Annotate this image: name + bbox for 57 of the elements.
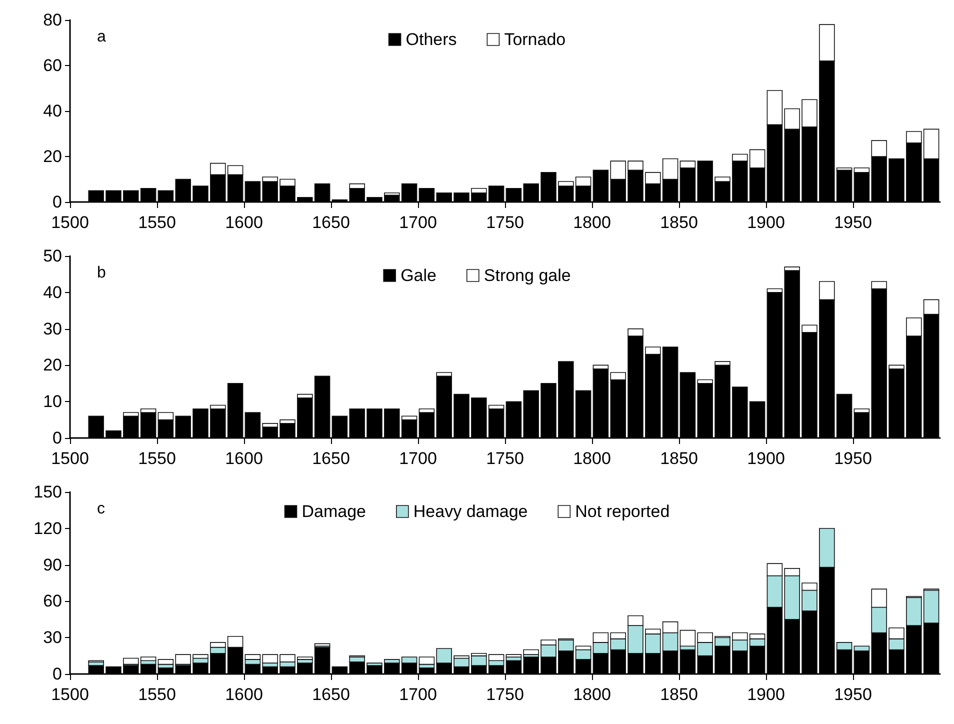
y-tick-label: 30 [43, 319, 62, 338]
x-tick-label: 1800 [573, 685, 611, 704]
y-tick-label: 10 [43, 392, 62, 412]
x-tick-label: 1800 [573, 449, 611, 468]
x-tick-label: 1500 [51, 449, 89, 468]
legend-label: Not reported [575, 502, 670, 521]
x-tick-label: 1850 [660, 213, 698, 232]
y-tick-label: 40 [43, 102, 62, 120]
y-tick-label: 30 [43, 628, 62, 648]
legend-label: Damage [302, 502, 366, 521]
x-tick-label: 1500 [51, 213, 89, 232]
y-tick-label: 120 [34, 518, 62, 538]
x-tick-label: 1650 [312, 449, 350, 468]
y-tick-label: 0 [52, 428, 62, 448]
y-tick-label: 20 [43, 147, 62, 166]
y-tick-label: 80 [43, 10, 62, 30]
x-tick-label: 1550 [138, 213, 176, 232]
x-tick-label: 1900 [747, 685, 785, 704]
x-tick-label: 1750 [486, 449, 524, 468]
x-tick-label: 1950 [834, 449, 872, 468]
x-tick-label: 1700 [399, 213, 437, 232]
x-tick-label: 1650 [312, 213, 350, 232]
x-tick-label: 1850 [660, 449, 698, 468]
y-tick-label: 0 [52, 192, 62, 212]
legend-label: Others [406, 30, 457, 49]
x-tick-label: 1900 [747, 449, 785, 468]
x-tick-label: 1800 [573, 213, 611, 232]
legend-label: Gale [400, 266, 436, 285]
text: b [97, 264, 106, 282]
text: c [97, 500, 105, 518]
y-tick-label: 60 [43, 56, 62, 75]
x-tick-label: 1550 [138, 685, 176, 704]
y-tick-label: 60 [43, 592, 62, 611]
legend-label: Strong gale [484, 266, 571, 285]
x-tick-label: 1550 [138, 449, 176, 468]
x-tick-label: 1750 [486, 685, 524, 704]
y-tick-label: 150 [34, 482, 62, 502]
text: a [97, 28, 106, 46]
x-tick-label: 1600 [225, 685, 263, 704]
x-tick-label: 1900 [747, 213, 785, 232]
x-tick-label: 1700 [399, 449, 437, 468]
y-tick-label: 40 [43, 282, 62, 302]
x-tick-label: 1950 [834, 213, 872, 232]
x-tick-label: 1750 [486, 213, 524, 232]
x-tick-label: 1950 [834, 685, 872, 704]
x-tick-label: 1500 [51, 685, 89, 704]
x-tick-label: 1700 [399, 685, 437, 704]
x-tick-label: 1600 [225, 449, 263, 468]
y-tick-label: 20 [43, 356, 62, 375]
y-tick-label: 0 [52, 664, 62, 684]
x-tick-label: 1650 [312, 685, 350, 704]
legend-label: Heavy damage [413, 502, 528, 521]
y-tick-label: 50 [43, 246, 62, 266]
y-tick-label: 90 [43, 555, 62, 574]
x-tick-label: 1600 [225, 213, 263, 232]
x-tick-label: 1850 [660, 685, 698, 704]
legend-label: Tornado [504, 30, 566, 49]
